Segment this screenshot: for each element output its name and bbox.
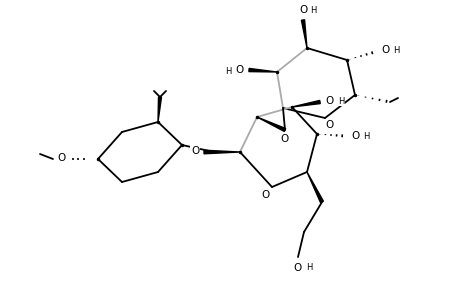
Text: O: O bbox=[261, 190, 269, 200]
Text: H: H bbox=[362, 131, 369, 140]
Text: O: O bbox=[325, 120, 333, 130]
Text: H: H bbox=[305, 263, 312, 272]
Polygon shape bbox=[257, 117, 285, 131]
Text: O: O bbox=[380, 45, 388, 55]
Text: O: O bbox=[298, 5, 307, 15]
Text: H: H bbox=[309, 5, 315, 14]
Text: O: O bbox=[279, 134, 287, 144]
Text: O: O bbox=[57, 153, 65, 163]
Text: O: O bbox=[235, 65, 243, 75]
Text: H: H bbox=[392, 46, 398, 55]
Polygon shape bbox=[301, 20, 306, 48]
Text: H: H bbox=[337, 97, 343, 106]
Text: H: H bbox=[224, 67, 231, 76]
Polygon shape bbox=[248, 68, 276, 72]
Polygon shape bbox=[203, 150, 240, 154]
Text: O: O bbox=[325, 96, 333, 106]
Polygon shape bbox=[306, 172, 323, 203]
Text: O: O bbox=[350, 131, 358, 141]
Polygon shape bbox=[157, 97, 161, 122]
Text: O: O bbox=[190, 146, 199, 156]
Polygon shape bbox=[291, 100, 319, 107]
Text: O: O bbox=[293, 263, 302, 273]
